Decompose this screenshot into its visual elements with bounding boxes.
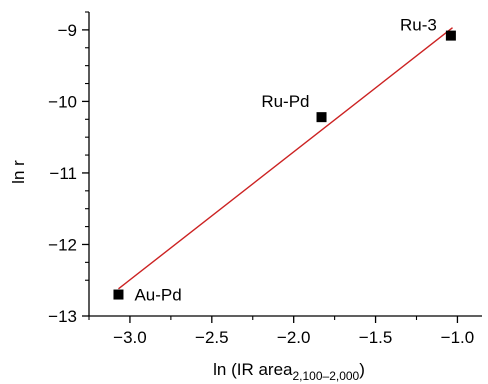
- y-tick-label: −11: [49, 164, 77, 183]
- fit-line: [118, 27, 453, 290]
- point-labels: Au-Pd Ru-Pd Ru-3: [134, 16, 436, 305]
- data-point: [445, 30, 456, 41]
- point-label: Ru-3: [400, 16, 437, 35]
- x-tick-label: −1.0: [441, 328, 475, 347]
- y-axis-ticks: −13 −12 −11 −10 −9: [48, 11, 89, 326]
- x-tick-label: −3.0: [113, 328, 147, 347]
- axes: [88, 12, 482, 317]
- x-axis-title-main: ln (IR area: [213, 360, 293, 379]
- fit-line-group: [118, 27, 453, 290]
- x-axis-title-subscript: 2,100–2,000: [292, 369, 359, 383]
- x-tick-label: −2.5: [195, 328, 229, 347]
- x-tick-label: −1.5: [359, 328, 393, 347]
- data-point: [113, 289, 124, 300]
- data-points: [113, 30, 456, 300]
- x-axis-title: ln (IR area2,100–2,000): [213, 360, 365, 383]
- y-axis-title: ln r: [9, 160, 28, 184]
- x-tick-label: −2.0: [277, 328, 311, 347]
- data-point: [316, 112, 327, 123]
- point-label: Au-Pd: [134, 286, 181, 305]
- y-tick-label: −13: [48, 307, 77, 326]
- x-axis-title-suffix: ): [359, 360, 365, 379]
- y-tick-label: −9: [58, 21, 77, 40]
- y-tick-label: −10: [48, 92, 77, 111]
- point-label: Ru-Pd: [261, 92, 309, 111]
- x-axis-ticks: −3.0 −2.5 −2.0 −1.5 −1.0: [88, 316, 475, 347]
- y-tick-label: −12: [48, 235, 77, 254]
